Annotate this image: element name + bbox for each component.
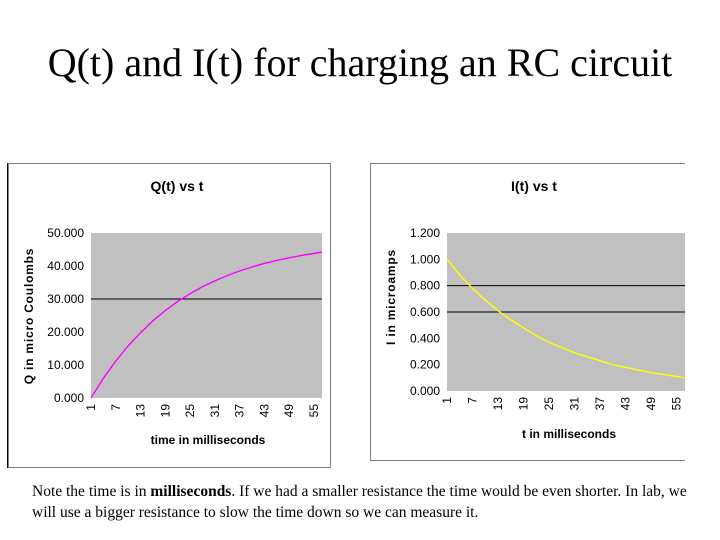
q-y-tick-label: 50.000 xyxy=(47,226,84,240)
footnote-text-end: . If we had a smaller resistance the tim… xyxy=(32,483,687,521)
q-chart-panel: Q(t) vs t 0.000 10.000 20.000 30.000 40.000 5… xyxy=(8,163,331,468)
i-y-axis-label: I in microamps xyxy=(384,249,398,345)
q-x-tick-label: 37 xyxy=(233,404,247,418)
q-y-axis-label: Q in micro Coulombs xyxy=(22,248,36,385)
i-x-tick-label: 49 xyxy=(644,397,658,411)
footnote-emphasis: milliseconds xyxy=(150,483,232,500)
q-y-tick-label: 30.000 xyxy=(47,292,84,306)
i-chart-title: I(t) vs t xyxy=(511,178,557,194)
footnote-text-start: Note the time is in xyxy=(32,483,151,500)
q-x-tick-label: 49 xyxy=(282,404,296,418)
q-x-tick-label: 7 xyxy=(109,404,123,411)
footnote: Note the time is in milliseconds. If we … xyxy=(32,481,712,523)
q-x-tick-label: 43 xyxy=(257,404,271,418)
q-x-tick-label: 31 xyxy=(208,404,222,418)
i-y-tick-label: 1.200 xyxy=(410,226,440,240)
q-y-tick-label: 0.000 xyxy=(54,391,84,405)
q-y-tick-label: 10.000 xyxy=(47,358,84,372)
q-x-axis-label: time in milliseconds xyxy=(151,433,266,447)
q-series-line xyxy=(90,251,323,399)
q-y-tick-label: 40.000 xyxy=(47,259,84,273)
i-x-axis-label: t in milliseconds xyxy=(522,427,616,441)
q-y-tick-label: 20.000 xyxy=(47,325,84,339)
i-x-tick-label: 13 xyxy=(491,397,505,411)
q-chart-title: Q(t) vs t xyxy=(151,178,204,194)
i-y-tick-label: 0.800 xyxy=(410,279,440,293)
i-chart-panel: I(t) vs t 0.000 0.200 0.400 0.600 0.800 1.000… xyxy=(370,163,686,461)
i-x-tick-label: 1 xyxy=(440,397,454,404)
slide-title: Q(t) and I(t) for charging an RC circuit xyxy=(47,40,673,85)
i-x-tick-label: 7 xyxy=(466,397,480,404)
i-y-tick-label: 1.000 xyxy=(410,252,440,266)
i-x-tick-label: 25 xyxy=(542,397,556,411)
q-x-tick-label: 19 xyxy=(158,404,172,418)
q-chart: Q(t) vs t 0.000 10.000 20.000 30.000 40.000 5… xyxy=(22,178,323,447)
i-x-tick-label: 43 xyxy=(619,397,633,411)
q-plot-area xyxy=(91,233,322,398)
q-x-tick-label: 1 xyxy=(84,404,98,411)
i-chart: I(t) vs t 0.000 0.200 0.400 0.600 0.800 1.000… xyxy=(384,178,686,441)
i-x-tick-label: 31 xyxy=(568,397,582,411)
i-y-tick-label: 0.400 xyxy=(410,331,440,345)
i-x-tick-label: 19 xyxy=(517,397,531,411)
q-x-tick-label: 25 xyxy=(183,404,197,418)
i-y-tick-label: 0.000 xyxy=(410,384,440,398)
i-x-tick-label: 55 xyxy=(670,397,684,411)
i-y-tick-label: 0.600 xyxy=(410,305,440,319)
i-y-tick-label: 0.200 xyxy=(410,358,440,372)
i-x-tick-label: 37 xyxy=(593,397,607,411)
i-series-line xyxy=(446,258,686,379)
q-x-tick-label: 13 xyxy=(134,404,148,418)
q-x-tick-label: 55 xyxy=(307,404,321,418)
